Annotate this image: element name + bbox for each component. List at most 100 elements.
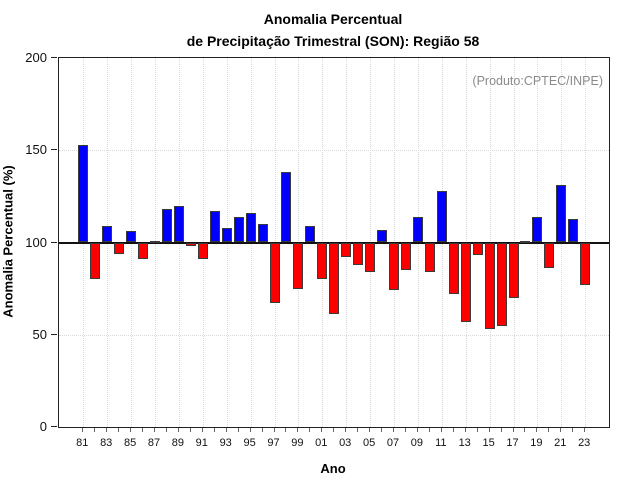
bar-1996 — [257, 224, 268, 243]
bar-2014 — [472, 242, 483, 256]
bar-1991 — [197, 242, 208, 260]
y-tick — [51, 57, 57, 58]
x-tick — [106, 428, 108, 432]
bar-2017 — [508, 242, 519, 298]
x-tick — [560, 428, 562, 432]
bar-2003 — [341, 242, 352, 258]
bar-2020 — [544, 242, 555, 269]
y-tick — [51, 426, 57, 427]
x-tick — [177, 428, 179, 432]
y-tick-label: 200 — [25, 50, 47, 65]
bar-1984 — [114, 242, 125, 254]
x-tick — [82, 428, 84, 432]
bar-1985 — [126, 231, 137, 243]
bar-2023 — [580, 242, 591, 285]
x-tick — [261, 428, 263, 432]
x-tick-label: 21 — [554, 437, 567, 449]
x-tick — [476, 428, 478, 432]
x-tick-label: 09 — [410, 437, 424, 449]
x-tick-label: 17 — [506, 437, 519, 449]
bar-2004 — [353, 242, 364, 265]
x-tick — [345, 428, 347, 432]
gridline-horizontal — [59, 334, 609, 336]
y-tick — [51, 333, 57, 335]
bar-1982 — [90, 242, 101, 280]
bar-1992 — [209, 211, 220, 243]
chart-title: Anomalia Percentual de Precipitação Trim… — [58, 8, 608, 52]
bar-2011 — [436, 190, 447, 243]
chart-title-line2: de Precipitação Trimestral (SON): Região… — [186, 33, 480, 49]
x-tick — [357, 428, 359, 432]
source-annotation: (Produto:CPTEC/INPE) — [472, 74, 603, 88]
x-tick-label: 15 — [482, 437, 495, 449]
x-tick — [440, 428, 442, 432]
bar-2001 — [317, 242, 328, 280]
x-tick — [524, 428, 526, 432]
x-tick-label: 03 — [339, 437, 352, 449]
x-tick — [118, 428, 120, 432]
x-tick — [404, 428, 406, 432]
x-tick — [500, 428, 502, 432]
bar-2000 — [305, 225, 316, 243]
x-tick — [584, 428, 586, 432]
bar-2016 — [496, 242, 507, 326]
bar-2012 — [448, 242, 459, 295]
bar-2005 — [365, 242, 376, 273]
x-tick-label: 91 — [195, 437, 208, 449]
x-tick — [94, 428, 96, 432]
bar-1987 — [150, 240, 160, 243]
x-tick — [381, 428, 383, 432]
bar-2015 — [484, 242, 495, 330]
x-tick — [165, 428, 167, 432]
x-tick-label: 97 — [267, 437, 280, 449]
x-tick — [512, 428, 514, 432]
x-tick — [321, 428, 323, 432]
x-tick — [142, 428, 144, 432]
x-tick-label: 81 — [76, 437, 89, 449]
x-tick-label: 05 — [362, 437, 376, 449]
x-tick — [237, 428, 239, 432]
bar-1990 — [185, 242, 196, 247]
x-tick — [213, 428, 215, 432]
bar-2013 — [460, 242, 471, 322]
x-tick — [572, 428, 574, 432]
bar-2007 — [389, 242, 399, 291]
x-tick — [189, 428, 191, 432]
x-tick-label: 85 — [123, 437, 137, 449]
x-tick — [333, 428, 335, 432]
bar-1999 — [293, 242, 304, 289]
x-tick-label: 99 — [291, 437, 304, 449]
x-tick — [464, 428, 466, 432]
x-tick — [452, 428, 454, 432]
x-tick-label: 13 — [458, 437, 471, 449]
x-tick — [488, 428, 490, 432]
x-tick-label: 19 — [530, 437, 543, 449]
x-tick-label: 01 — [315, 437, 328, 449]
x-tick — [249, 428, 251, 432]
bar-1998 — [281, 172, 292, 243]
x-tick-label: 95 — [243, 437, 256, 449]
plot-area: (Produto:CPTEC/INPE) — [58, 57, 610, 428]
x-tick-label: 89 — [171, 437, 185, 449]
y-tick-label: 0 — [39, 419, 47, 434]
bar-1983 — [102, 225, 113, 243]
bar-2002 — [329, 242, 340, 315]
x-tick-label: 11 — [435, 437, 447, 449]
bar-2008 — [400, 242, 411, 271]
x-tick — [201, 428, 203, 432]
bar-1993 — [221, 227, 232, 243]
x-tick-label: 23 — [578, 437, 591, 449]
bar-1986 — [138, 242, 149, 260]
x-tick — [309, 428, 311, 432]
bar-1981 — [78, 144, 89, 243]
x-tick-label: 93 — [219, 437, 232, 449]
bar-2022 — [568, 218, 579, 243]
bar-1997 — [269, 242, 280, 304]
bar-1989 — [173, 205, 184, 243]
y-tick — [51, 149, 57, 151]
x-tick-label: 83 — [100, 437, 113, 449]
x-tick — [285, 428, 287, 432]
bar-2009 — [412, 216, 423, 243]
bar-2021 — [556, 185, 567, 243]
